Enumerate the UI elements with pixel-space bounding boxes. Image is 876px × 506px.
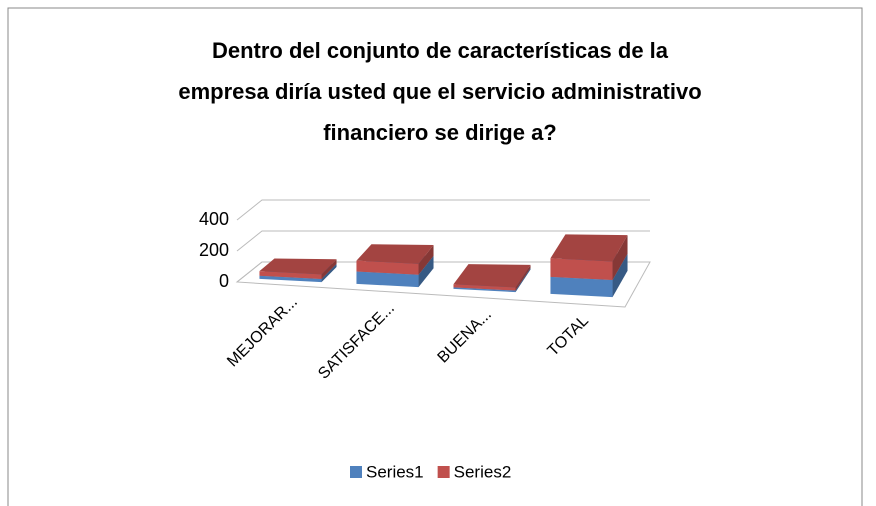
legend-label: Series2 bbox=[454, 462, 512, 481]
chart-title: empresa diría usted que el servicio admi… bbox=[178, 79, 701, 104]
bar-side bbox=[321, 263, 337, 283]
bar-side bbox=[418, 245, 434, 275]
bar-front bbox=[259, 271, 322, 279]
chart-title: financiero se dirige a? bbox=[323, 120, 557, 145]
bar-side bbox=[515, 267, 531, 293]
bar-front bbox=[356, 260, 419, 275]
bar-top bbox=[259, 258, 337, 275]
grid-line bbox=[236, 261, 650, 283]
grid-line bbox=[236, 199, 650, 221]
bar-side bbox=[418, 255, 434, 288]
bar-side bbox=[321, 259, 337, 279]
bar-front bbox=[550, 276, 613, 298]
y-tick-label: 200 bbox=[199, 240, 229, 260]
bar-front bbox=[550, 258, 613, 281]
legend-swatch bbox=[350, 466, 362, 478]
bar-side bbox=[515, 264, 531, 291]
bar-top bbox=[356, 244, 434, 264]
chart-title: Dentro del conjunto de características d… bbox=[212, 38, 669, 63]
legend-label: Series1 bbox=[366, 462, 424, 481]
chart-frame bbox=[7, 7, 863, 506]
bar-front bbox=[259, 275, 322, 283]
bar-side bbox=[612, 235, 628, 281]
bar-front bbox=[453, 287, 516, 293]
bar-side bbox=[612, 253, 628, 298]
grid-line bbox=[236, 230, 650, 252]
y-tick-label: 0 bbox=[219, 271, 229, 291]
bar-front bbox=[453, 284, 516, 291]
bar-front bbox=[356, 271, 419, 288]
bar-top bbox=[453, 264, 531, 288]
y-tick-label: 400 bbox=[199, 209, 229, 229]
bar-top bbox=[550, 234, 628, 262]
legend-swatch bbox=[437, 466, 450, 478]
